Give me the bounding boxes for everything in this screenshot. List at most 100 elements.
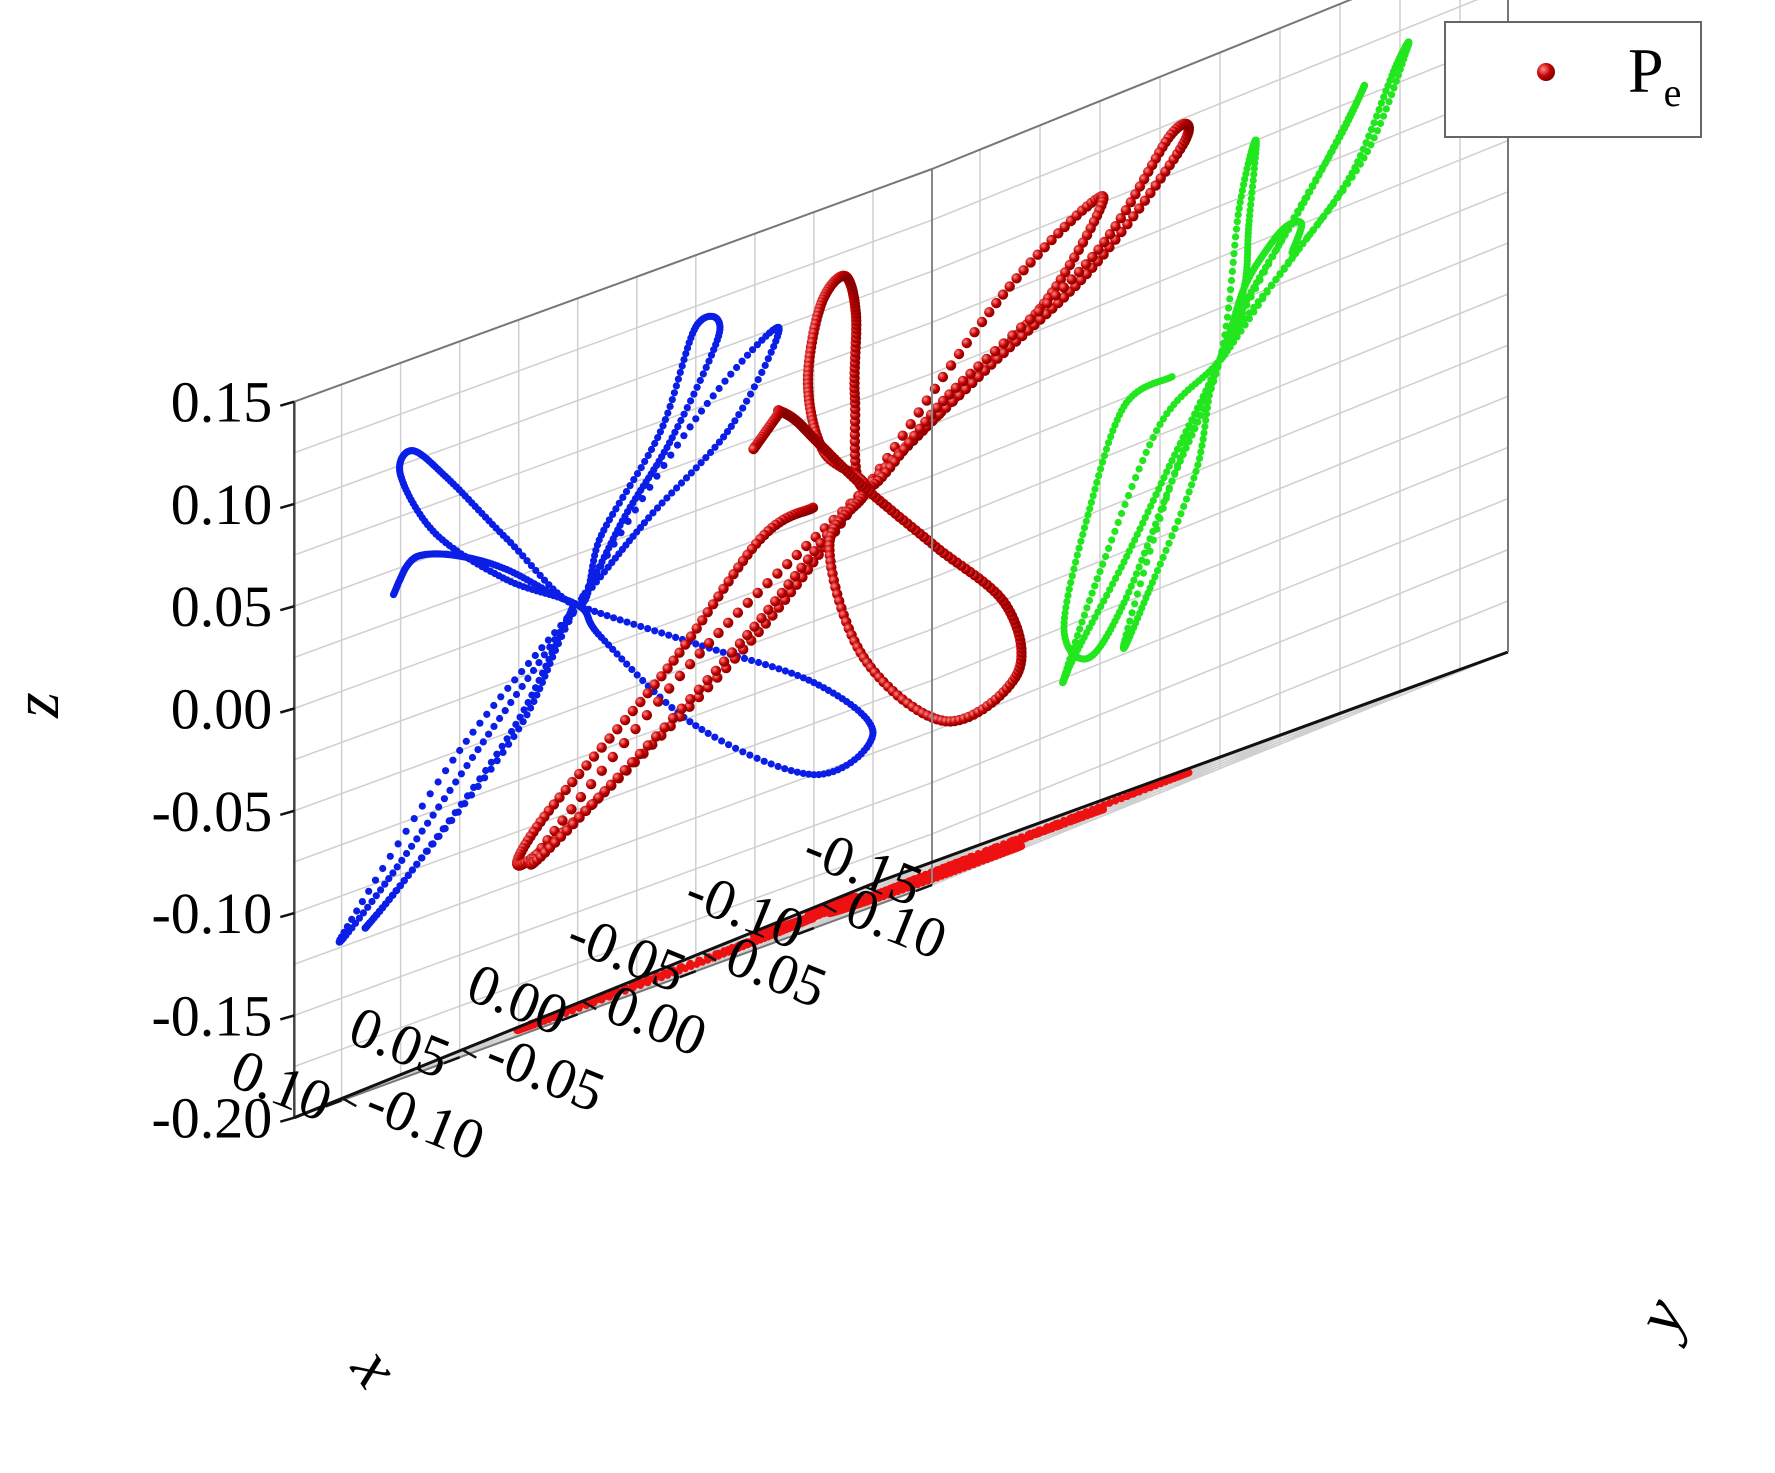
- xz-projection-point: [612, 505, 620, 513]
- xz-projection-point: [533, 691, 541, 699]
- xz-projection-point: [364, 903, 372, 911]
- xz-projection-point: [676, 368, 684, 376]
- trajectory-point: [684, 701, 695, 712]
- trajectory-point: [634, 748, 646, 760]
- xz-projection-point: [674, 423, 682, 431]
- xz-projection-series: [335, 312, 877, 946]
- xz-projection-point: [704, 729, 712, 738]
- xz-projection-point: [727, 422, 735, 430]
- yz-projection-point: [1131, 536, 1139, 544]
- yz-projection-point: [1327, 149, 1335, 157]
- grid-line: [931, 497, 1509, 733]
- xz-projection-point: [671, 428, 679, 436]
- grid-line: [931, 446, 1509, 682]
- xz-projection-point: [628, 665, 636, 674]
- xz-projection-point: [389, 591, 398, 599]
- xz-projection-point: [686, 718, 694, 726]
- top-edge: [293, 168, 933, 403]
- xz-projection-point: [413, 860, 421, 868]
- xz-projection-point: [794, 671, 802, 680]
- yz-projection-point: [1082, 517, 1090, 525]
- yz-projection-point: [1133, 530, 1141, 539]
- yz-projection-point: [1185, 422, 1193, 430]
- xz-projection-point: [664, 409, 672, 417]
- yz-projection-point: [1240, 181, 1248, 189]
- xz-projection-point: [692, 415, 700, 423]
- yz-projection-point: [1162, 494, 1170, 503]
- yz-projection-point: [1284, 258, 1293, 266]
- yz-projection-point: [1268, 282, 1276, 290]
- yz-projection-point: [1235, 204, 1243, 212]
- xz-projection-point: [609, 510, 617, 518]
- yz-projection-point: [1202, 410, 1211, 418]
- yz-projection-point: [1072, 558, 1080, 566]
- yz-projection-point: [1390, 84, 1398, 92]
- trajectory-point: [762, 578, 773, 589]
- y-tick-label: 0.10: [837, 874, 955, 972]
- xz-projection-point: [702, 454, 710, 462]
- xz-projection-point: [476, 719, 484, 727]
- xz-projection-point: [507, 698, 515, 707]
- trajectory-point: [568, 818, 579, 830]
- yz-projection-point: [1097, 603, 1105, 611]
- xz-projection-point: [721, 377, 729, 385]
- xz-projection-point: [793, 768, 802, 776]
- xz-projection-point: [668, 434, 676, 442]
- xz-projection-point: [538, 644, 546, 652]
- trajectory-point: [684, 659, 696, 670]
- yz-projection-point: [1367, 125, 1376, 133]
- z-tick-mark: [279, 604, 295, 612]
- yz-projection-point: [1192, 467, 1200, 475]
- yz-projection-point: [1232, 233, 1240, 241]
- yz-projection-point: [1334, 193, 1342, 201]
- yz-projection-point: [1171, 451, 1179, 459]
- grid-line: [294, 781, 933, 1017]
- yz-projection-point: [1280, 264, 1288, 272]
- xy-projection-point: [720, 947, 728, 955]
- trajectory-point: [937, 371, 949, 383]
- trajectory-point: [674, 647, 685, 658]
- yz-projection-point: [1245, 315, 1253, 323]
- xz-projection-point: [616, 616, 624, 624]
- z-tick-label: -0.05: [151, 779, 272, 844]
- grid-line: [342, 864, 981, 1099]
- y-tick-mark: [701, 951, 717, 962]
- xz-projection-point: [692, 640, 700, 648]
- xz-projection-point: [696, 376, 704, 385]
- trajectory-point: [585, 779, 597, 790]
- xz-projection-point: [656, 428, 665, 436]
- yz-projection-point: [1367, 141, 1375, 149]
- yz-projection-point: [1103, 591, 1111, 600]
- trajectory-point: [815, 537, 826, 549]
- trajectory-point: [1018, 265, 1029, 276]
- xy-projection-point: [1068, 813, 1076, 822]
- xz-projection-point: [446, 786, 454, 795]
- yz-projection-point: [1202, 416, 1210, 424]
- xz-projection-point: [499, 748, 507, 757]
- yz-projection-point: [1121, 500, 1129, 509]
- trajectory-point: [1032, 249, 1043, 260]
- yz-projection-point: [1100, 597, 1108, 605]
- xz-projection-point: [645, 514, 653, 522]
- trajectory-point: [649, 679, 660, 690]
- xz-projection-point: [579, 603, 587, 611]
- trajectory-point: [1093, 244, 1104, 255]
- xz-projection-point: [551, 636, 559, 644]
- z-tick-label: -0.10: [151, 881, 272, 946]
- xz-projection-point: [719, 648, 727, 656]
- trajectory-point: [723, 617, 734, 628]
- yz-projection-point: [1135, 465, 1143, 473]
- yz-projection-point: [1385, 98, 1393, 106]
- yz-projection-point: [1274, 242, 1283, 250]
- xz-projection-point: [527, 562, 536, 570]
- xz-projection-point: [673, 484, 681, 492]
- yz-projection-point: [1237, 327, 1245, 335]
- yz-projection-point: [1065, 585, 1073, 593]
- yz-projection-point: [1146, 584, 1154, 592]
- yz-projection-point: [1067, 579, 1075, 587]
- yz-projection-point: [1159, 415, 1167, 423]
- legend: Pe: [1444, 21, 1702, 138]
- yz-projection-point: [1182, 495, 1191, 503]
- trajectory-point: [1104, 229, 1116, 240]
